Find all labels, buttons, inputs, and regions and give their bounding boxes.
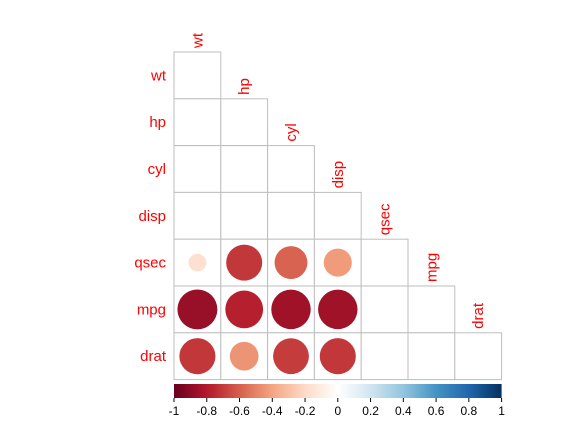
column-label-hp: hp [236,78,253,95]
grid-cell [407,285,456,334]
column-label-drat: drat [470,302,487,329]
row-label-qsec: qsec [134,255,166,272]
correlation-circle-drat-cyl [273,338,309,375]
correlation-circle-qsec-cyl [274,246,308,280]
colorbar-tick-label: 0.4 [395,404,412,418]
correlation-circle-mpg-wt [177,289,218,330]
colorbar-tick-label: -0.8 [196,404,217,418]
colorbar-tick-label: 0.6 [428,404,445,418]
grid-cell [360,285,409,334]
grid-cell [173,51,222,100]
correlation-circle-mpg-cyl [271,289,311,330]
grid-cell [173,98,222,147]
column-label-qsec: qsec [377,203,394,235]
grid-cell [313,191,362,240]
column-labels: wt hp cyl disp qsec mpg drat [189,32,487,329]
grid-cell [267,145,315,193]
row-label-wt: wt [150,67,167,84]
colorbar-tick-label: 0 [334,404,341,418]
grid-cell [173,145,222,193]
row-label-mpg: mpg [137,301,166,318]
column-label-disp: disp [330,161,347,189]
colorbar-tick-label: 0.8 [460,404,477,418]
grid-cell [220,191,269,240]
correlation-circle-qsec-wt [188,253,207,272]
row-label-cyl: cyl [148,161,166,178]
grid-lines [173,51,503,381]
row-labels: wt hp cyl disp qsec mpg drat [134,67,167,365]
colorbar-tick-label: -0.4 [262,404,283,418]
grid-cell [220,98,269,147]
column-label-mpg: mpg [423,253,440,282]
correlation-circle-drat-disp [319,338,356,375]
correlation-circle-drat-hp [229,341,259,371]
correlation-circle-mpg-disp [318,289,358,330]
colorbar-tick-label: -0.6 [229,404,250,418]
column-label-cyl: cyl [283,123,300,141]
grid-cell [454,332,503,381]
row-label-drat: drat [140,348,167,365]
correlation-circle-drat-wt [179,338,216,375]
colorbar-gradient [174,384,502,398]
correlation-circle-qsec-disp [323,248,352,277]
grid-cell [360,238,409,287]
colorbar-tick-label: -0.2 [295,404,316,418]
grid-cell [360,332,409,381]
grid-cell [407,332,456,381]
grid-cell [173,191,222,240]
row-label-hp: hp [149,114,166,131]
correlation-circle-qsec-hp [226,244,263,281]
grid-cell [267,191,315,240]
grid-cell [220,145,269,193]
correlation-circles [177,244,358,375]
row-label-disp: disp [138,208,166,225]
color-legend: -1 -0.8 -0.6 -0.4 -0.2 0 0.2 0.4 0.6 0.8 1 [169,384,505,418]
column-label-wt: wt [189,32,206,49]
colorbar-tick-label: 1 [498,404,505,418]
colorbar-tick-label: -1 [169,404,180,418]
colorbar-tick-label: 0.2 [362,404,379,418]
correlation-circle-mpg-hp [225,290,264,329]
